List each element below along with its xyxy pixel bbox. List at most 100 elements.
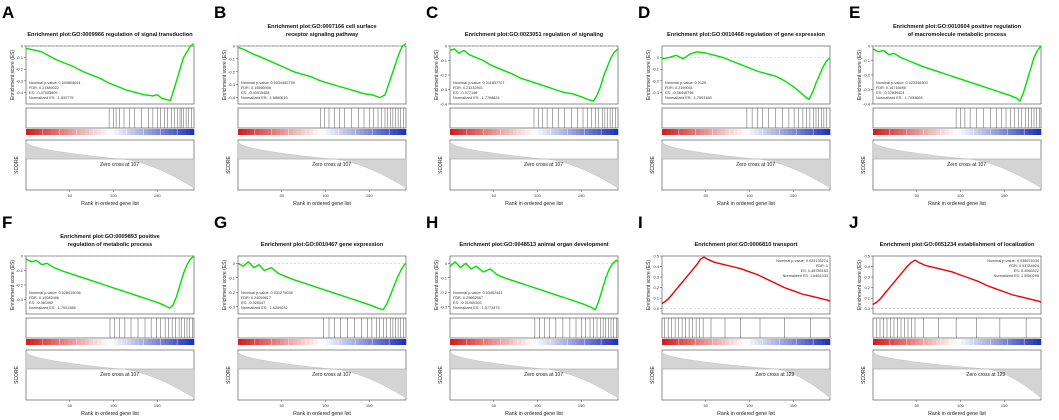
- rank-bar-segment: [919, 339, 924, 345]
- rank-bar-segment: [364, 339, 369, 345]
- rank-bar-segment: [767, 339, 772, 345]
- rank-bar-segment: [1011, 339, 1017, 345]
- panel-d: D Enrichment plot:GO:0010468 regulation o…: [638, 3, 831, 207]
- zero-cross-label: Zero cross at 107: [312, 372, 351, 378]
- rank-bar-segment: [305, 129, 310, 135]
- es-curve: [449, 259, 619, 311]
- rank-bar-segment: [309, 339, 314, 345]
- rank-bar-segment: [754, 339, 759, 345]
- rank-bar-segment: [762, 339, 768, 345]
- rank-bar-segment: [114, 129, 119, 135]
- y-tick-label: 0.3: [653, 275, 659, 280]
- rank-bar-segment: [662, 129, 667, 135]
- rank-bar-segment: [338, 129, 344, 135]
- rank-bar-segment: [292, 129, 298, 135]
- y-tick-label: -0.4: [863, 102, 871, 107]
- rank-bar-segment: [63, 339, 69, 345]
- rank-bar-segment: [1024, 339, 1029, 345]
- rank-bar-segment: [948, 129, 954, 135]
- panel-letter: D: [638, 3, 650, 22]
- rank-bar-segment: [1015, 339, 1021, 345]
- chart-title: Enrichment plot:GO:0007166 cell surface: [267, 24, 376, 30]
- panel-j: J Enrichment plot:GO:0051234 establishmen…: [849, 213, 1042, 417]
- rank-bar-segment: [792, 339, 797, 345]
- rank-bar-segment: [68, 339, 73, 345]
- y-tick-label: -0.2: [228, 69, 236, 74]
- rank-bar-segment: [63, 129, 69, 135]
- rank-bar-segment: [788, 339, 793, 345]
- hit-plot-frame: [872, 317, 1042, 339]
- rank-bar-segment: [380, 339, 386, 345]
- rank-bar-segment: [915, 129, 920, 135]
- rank-bar-segment: [496, 339, 501, 345]
- x-axis-label: Rank in ordered gene list: [505, 201, 563, 207]
- rank-bar-segment: [1028, 129, 1033, 135]
- rank-bar-segment: [259, 129, 264, 135]
- rank-bar-segment: [355, 339, 361, 345]
- rank-bar-segment: [385, 129, 390, 135]
- rank-bar-segment: [592, 339, 598, 345]
- rank-bar-segment: [263, 129, 268, 135]
- rank-bar-segment: [185, 129, 191, 135]
- rank-bar-segment: [915, 339, 920, 345]
- es-stat-line: Nominal p-value: 0.031275036: [241, 291, 293, 295]
- rank-bar-segment: [529, 339, 535, 345]
- rank-bar-segment: [825, 339, 831, 345]
- y-tick-label: 0: [445, 261, 448, 266]
- es-curve: [872, 45, 1042, 102]
- x-axis-label: Rank in ordered gene list: [928, 201, 986, 207]
- rank-bar-segment: [301, 339, 306, 345]
- rank-bar-segment: [26, 339, 31, 345]
- y-tick-label: 0: [233, 44, 236, 49]
- rank-bar-segment: [754, 129, 759, 135]
- rank-bar-segment: [957, 339, 962, 345]
- y-tick-label: -0.3: [228, 82, 236, 87]
- es-stat-line: FDR: 0.19082496: [29, 296, 59, 300]
- rank-bar-segment: [376, 339, 382, 345]
- rank-bar-segment: [906, 129, 912, 135]
- rank-bar-segment: [93, 339, 98, 345]
- rank-bar-segment: [401, 339, 407, 345]
- es-stat-line: ES: 0.48735163: [801, 269, 828, 273]
- x-tick-label: 100: [957, 403, 964, 408]
- x-tick-label: 150: [790, 403, 797, 408]
- ranked-score-area: [872, 351, 1042, 399]
- rank-bar-segment: [110, 339, 115, 345]
- score-ylabel: SCORE: [861, 155, 867, 173]
- rank-bar-segment: [30, 129, 35, 135]
- rank-bar-segment: [238, 339, 243, 345]
- y-tick-label: 0.3: [864, 275, 870, 280]
- rank-bar-segment: [1020, 339, 1025, 345]
- hit-plot-frame: [237, 107, 407, 129]
- es-stat-line: Nominal p-value: 0.023346303: [876, 81, 928, 85]
- es-curve: [237, 261, 407, 311]
- x-tick-label: 150: [366, 403, 373, 408]
- rank-bar-segment: [471, 339, 476, 345]
- es-plot-frame: [449, 255, 619, 315]
- es-stat-line: ES: -0.40015458: [241, 91, 270, 95]
- rank-bar-segment: [725, 129, 730, 135]
- rank-bar-segment: [181, 339, 186, 345]
- rank-bar-segment: [462, 339, 468, 345]
- rank-bar-segment: [670, 339, 675, 345]
- es-ylabel: Enrichment score (ES): [646, 50, 652, 101]
- y-tick-label: -0.3: [16, 297, 24, 302]
- panel-c: C Enrichment plot:GO:0023051 regulation o…: [426, 3, 619, 207]
- rank-bar-segment: [729, 129, 734, 135]
- rank-bar-segment: [34, 339, 39, 345]
- rank-bar-segment: [546, 129, 552, 135]
- rank-bar-segment: [84, 339, 90, 345]
- rank-bar-segment: [741, 339, 747, 345]
- rank-bar-segment: [317, 129, 323, 135]
- rank-bar-segment: [517, 129, 522, 135]
- rank-bar-segment: [143, 339, 149, 345]
- rank-bar-segment: [982, 129, 987, 135]
- rank-bar-segment: [779, 129, 785, 135]
- rank-bar-segment: [68, 129, 73, 135]
- es-plot-frame: [237, 255, 407, 315]
- rank-bar-segment: [84, 129, 90, 135]
- rank-bar-segment: [72, 339, 77, 345]
- rank-bar-segment: [720, 129, 726, 135]
- x-tick-label: 50: [280, 193, 285, 198]
- rank-bar-segment: [994, 129, 1000, 135]
